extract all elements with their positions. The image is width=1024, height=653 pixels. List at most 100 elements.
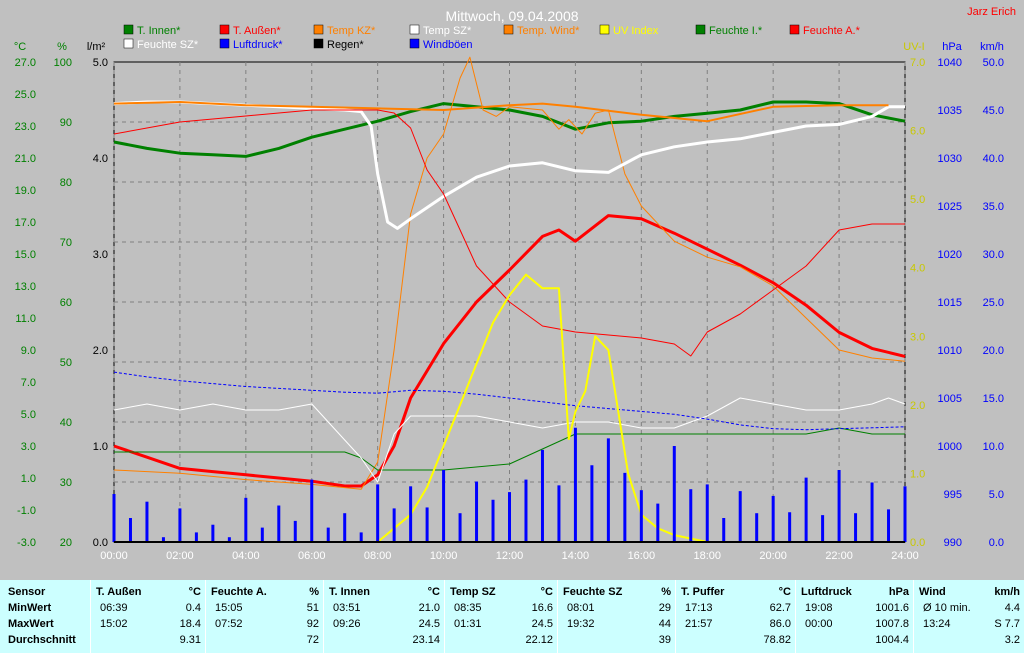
tick-label-temp: 27.0 — [15, 57, 36, 69]
stats-column: Wind km/h Ø 10 min. 4.4 13:24 S 7.7 3.2 — [913, 580, 1024, 653]
x-tick-label: 06:00 — [298, 550, 326, 562]
stats-cell-unit: °C — [188, 586, 201, 598]
stats-cell-min: 1001.6 — [875, 602, 909, 614]
legend-label: Feuchte SZ* — [137, 39, 199, 51]
stats-column: T. Puffer °C 17:13 62.7 21:57 86.0 78.82 — [675, 580, 796, 653]
tick-label-uv: 7.0 — [910, 57, 925, 69]
tick-label-hpa: 1040 — [938, 57, 962, 69]
tick-label-wind: 10.0 — [983, 441, 1004, 453]
stats-row-label-avg: Durchschnitt — [8, 634, 76, 646]
legend-swatch — [409, 24, 420, 35]
stats-cell-max: S 7.7 — [994, 618, 1020, 630]
axes: 27.0 25.0 23.0 21.0 19.0 17.0 15.0 13.0 11.0 9.0 7… — [14, 41, 1004, 562]
stats-table: Sensor MinWert MaxWert Durchschnitt T. A… — [0, 580, 1024, 653]
stats-column: Luftdruck hPa 19:08 1001.6 00:00 1007.8 1004.4 — [795, 580, 914, 653]
tick-label-hpa: 1015 — [938, 297, 962, 309]
stats-cell-max: 44 — [658, 618, 671, 630]
stats-cell-unit: km/h — [994, 586, 1020, 598]
tick-label-temp: 11.0 — [15, 313, 36, 325]
stats-column: Feuchte SZ% 08:01 29 19:32 44 39 — [557, 580, 676, 653]
tick-label-wind: 0.0 — [989, 537, 1004, 549]
tick-label-temp: 15.0 — [15, 249, 36, 261]
stats-cell-max: 86.0 — [769, 618, 791, 630]
stats-cell-unit: % — [309, 586, 319, 598]
series-line-temp-wind- — [113, 101, 889, 123]
legend-swatch — [219, 24, 230, 35]
stats-column: T. Innen °C 03:51 21.0 09:26 24.5 23.14 — [323, 580, 445, 653]
stats-cell-unit: °C — [778, 586, 791, 598]
stats-cell-header: Feuchte A. — [211, 586, 267, 598]
author-label: Jarz Erich — [967, 6, 1016, 18]
stats-cell-header: Feuchte SZ — [563, 586, 623, 598]
x-tick-label: 12:00 — [496, 550, 524, 562]
series-line-t-innen- — [113, 100, 906, 158]
stats-cell-avg: 1004.4 — [875, 634, 909, 646]
tick-label-hum: 80 — [60, 177, 72, 189]
tick-label-wind: 40.0 — [983, 153, 1004, 165]
stats-cell-min-time: 17:13 — [685, 602, 713, 614]
legend-label: UV Index — [613, 25, 659, 37]
legend-swatch — [123, 24, 134, 35]
stats-cell-avg: 22.12 — [525, 634, 553, 646]
stats-column: T. Außen °C 06:39 0.4 15:02 18.4 9.31 — [90, 580, 206, 653]
series-line-luftdruck- — [113, 371, 906, 431]
stats-cell-max: 24.5 — [531, 618, 553, 630]
tick-label-uv: 1.0 — [910, 468, 925, 480]
tick-label-uv: 5.0 — [910, 194, 925, 206]
tick-label-temp: 7.0 — [21, 377, 36, 389]
stats-cell-header: T. Außen — [96, 586, 142, 598]
axis-unit-right: UV-I — [903, 41, 924, 53]
tick-label-temp: 9.0 — [21, 345, 36, 357]
tick-label-hpa: 1030 — [938, 153, 962, 165]
tick-label-uv: 4.0 — [910, 263, 925, 275]
legend-label: Feuchte I.* — [709, 25, 763, 37]
stats-cell-avg: 9.31 — [179, 634, 201, 646]
stats-column: Temp SZ °C 08:35 16.6 01:31 24.5 22.12 — [444, 580, 558, 653]
stats-cell-min-time: 08:01 — [567, 602, 595, 614]
legend-label: Feuchte A.* — [803, 25, 861, 37]
tick-label-rain: 4.0 — [93, 153, 108, 165]
stats-cell-max-time: 21:57 — [685, 618, 713, 630]
x-tick-label: 24:00 — [891, 550, 919, 562]
tick-label-temp: 25.0 — [15, 89, 36, 101]
legend-swatch — [313, 24, 324, 35]
tick-label-rain: 2.0 — [93, 345, 108, 357]
series-line-temp-kz- — [113, 56, 906, 490]
legend-label: Temp SZ* — [423, 25, 472, 37]
legend-label: Windböen — [423, 39, 473, 51]
stats-cell-min: 4.4 — [1004, 602, 1020, 614]
legend: T. Innen* T. Außen* Temp KZ* Temp SZ* Temp. … — [123, 24, 861, 51]
tick-label-hum: 70 — [60, 237, 72, 249]
stats-cell-min: 51 — [306, 602, 319, 614]
stats-cell-header: T. Innen — [329, 586, 370, 598]
tick-label-rain: 0.0 — [93, 537, 108, 549]
x-tick-label: 14:00 — [562, 550, 590, 562]
stats-cell-unit: % — [661, 586, 671, 598]
tick-label-temp: 23.0 — [15, 121, 36, 133]
tick-label-uv: 6.0 — [910, 126, 925, 138]
x-tick-label: 00:00 — [100, 550, 128, 562]
series-line-feuchte-i- — [114, 427, 905, 471]
weather-chart: Mittwoch, 09.04.2008 27.0 25.0 23.0 21.0 19.… — [14, 8, 1004, 562]
series-line-feuchte-a- — [113, 109, 905, 357]
stats-cell-min-time: Ø 10 min. — [923, 602, 971, 614]
x-tick-label: 08:00 — [364, 550, 392, 562]
stats-cell-max-time: 09:26 — [333, 618, 361, 630]
tick-label-temp: 5.0 — [21, 409, 36, 421]
tick-label-uv: 0.0 — [910, 537, 925, 549]
legend-swatch — [409, 38, 420, 49]
stats-cell-header: Wind — [919, 586, 946, 598]
tick-label-temp: 19.0 — [15, 185, 36, 197]
legend-label: T. Innen* — [137, 25, 181, 37]
tick-label-temp: -3.0 — [17, 537, 36, 549]
tick-label-hum: 50 — [60, 357, 72, 369]
tick-label-wind: 50.0 — [983, 57, 1004, 69]
tick-label-temp: -1.0 — [17, 505, 36, 517]
stats-column: Feuchte A.% 15:05 51 07:52 92 72 — [205, 580, 324, 653]
series-line-feuchte-sz- — [113, 397, 906, 483]
stats-cell-max-time: 19:32 — [567, 618, 595, 630]
tick-label-hum: 40 — [60, 417, 72, 429]
series-line-t-au-en- — [113, 214, 906, 488]
tick-label-wind: 5.0 — [989, 489, 1004, 501]
stats-cell-unit: °C — [427, 586, 440, 598]
